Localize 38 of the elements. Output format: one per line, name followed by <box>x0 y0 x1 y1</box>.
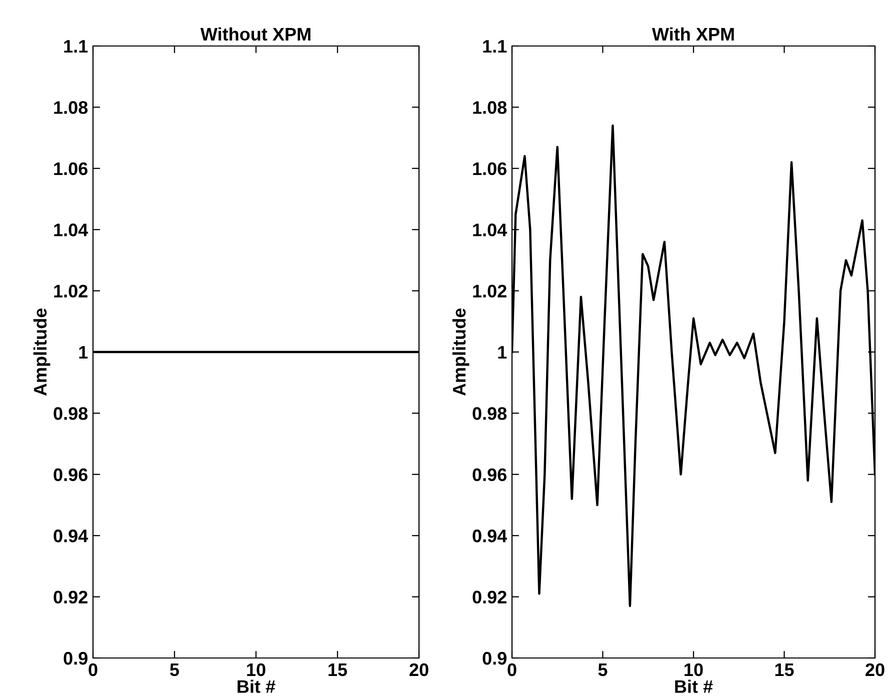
y-tick-label: 1 <box>498 346 507 359</box>
y-tick-label: 0.9 <box>482 652 506 665</box>
y-tick-label: 1.1 <box>483 40 507 53</box>
y-tick-label: 1.06 <box>473 162 506 176</box>
y-tick-label: 1.08 <box>473 101 507 114</box>
chart-title: Without XPM <box>200 27 310 41</box>
y-tick-label: 1.1 <box>64 40 88 53</box>
y-tick-label: 1 <box>79 346 88 359</box>
y-tick-label: 0.9 <box>64 652 88 665</box>
y-tick-label: 1.08 <box>54 101 88 114</box>
y-tick-label: 0.98 <box>472 407 507 420</box>
x-tick-label: 20 <box>410 663 428 676</box>
y-tick-label: 1.06 <box>54 162 88 176</box>
y-tick-label: 0.94 <box>54 530 88 542</box>
y-tick-label: 1.04 <box>473 224 508 236</box>
x-tick-label: 15 <box>328 664 348 676</box>
y-tick-label: 0.96 <box>54 468 88 482</box>
x-tick-label: 20 <box>866 663 884 676</box>
x-tick-label: 5 <box>170 664 180 676</box>
x-tick-label: 10 <box>247 663 266 676</box>
y-tick-label: 1.02 <box>473 284 506 298</box>
y-tick-label: 0.92 <box>472 590 506 604</box>
x-axis-title: Bit # <box>675 680 713 693</box>
y-tick-label: 1.04 <box>54 224 88 236</box>
x-tick-label: 5 <box>598 664 608 676</box>
y-axis-title: Amplitude <box>452 308 470 396</box>
y-tick-label: 0.94 <box>472 530 508 542</box>
y-tick-label: 0.98 <box>54 407 88 420</box>
y-tick-label: 1.02 <box>54 284 88 298</box>
x-tick-label: 0 <box>88 663 98 676</box>
y-tick-label: 0.92 <box>54 590 88 604</box>
x-tick-label: 10 <box>684 663 703 676</box>
x-tick-label: 0 <box>508 663 516 676</box>
chart-title: With XPM <box>652 27 734 41</box>
y-tick-label: 0.96 <box>472 468 506 482</box>
y-axis-title: Amplitude <box>33 308 50 396</box>
x-tick-label: 15 <box>775 664 794 676</box>
x-axis-title: Bit # <box>238 680 276 693</box>
